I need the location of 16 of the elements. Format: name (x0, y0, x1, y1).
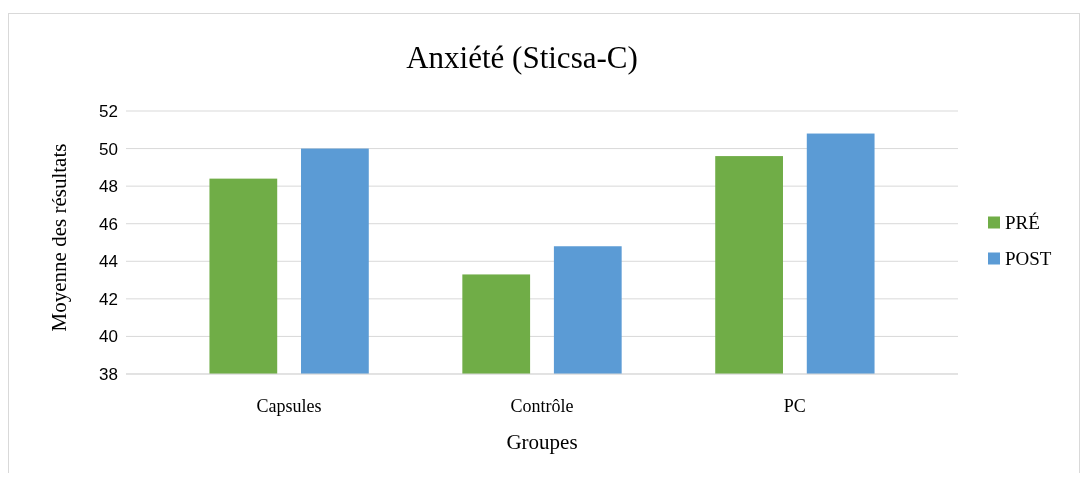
chart-title: Anxiété (Sticsa-C) (406, 40, 638, 75)
y-tick-label: 38 (99, 364, 118, 384)
y-tick-label: 52 (99, 101, 118, 121)
y-axis-title: Moyenne des résultats (47, 143, 71, 332)
y-tick-label: 44 (99, 252, 118, 272)
y-tick-label: 50 (99, 139, 118, 159)
y-tick-label: 48 (99, 177, 118, 197)
legend-label: PRÉ (1005, 212, 1040, 234)
x-tick-label: PC (783, 396, 806, 416)
y-tick-label: 40 (99, 327, 118, 347)
x-tick-label: Contrôle (510, 396, 574, 416)
y-tick-label: 46 (99, 214, 118, 234)
legend-label: POST (1005, 248, 1052, 270)
x-axis-title: Groupes (506, 430, 578, 454)
x-tick-label: Capsules (256, 396, 322, 416)
y-tick-label: 42 (99, 289, 118, 309)
